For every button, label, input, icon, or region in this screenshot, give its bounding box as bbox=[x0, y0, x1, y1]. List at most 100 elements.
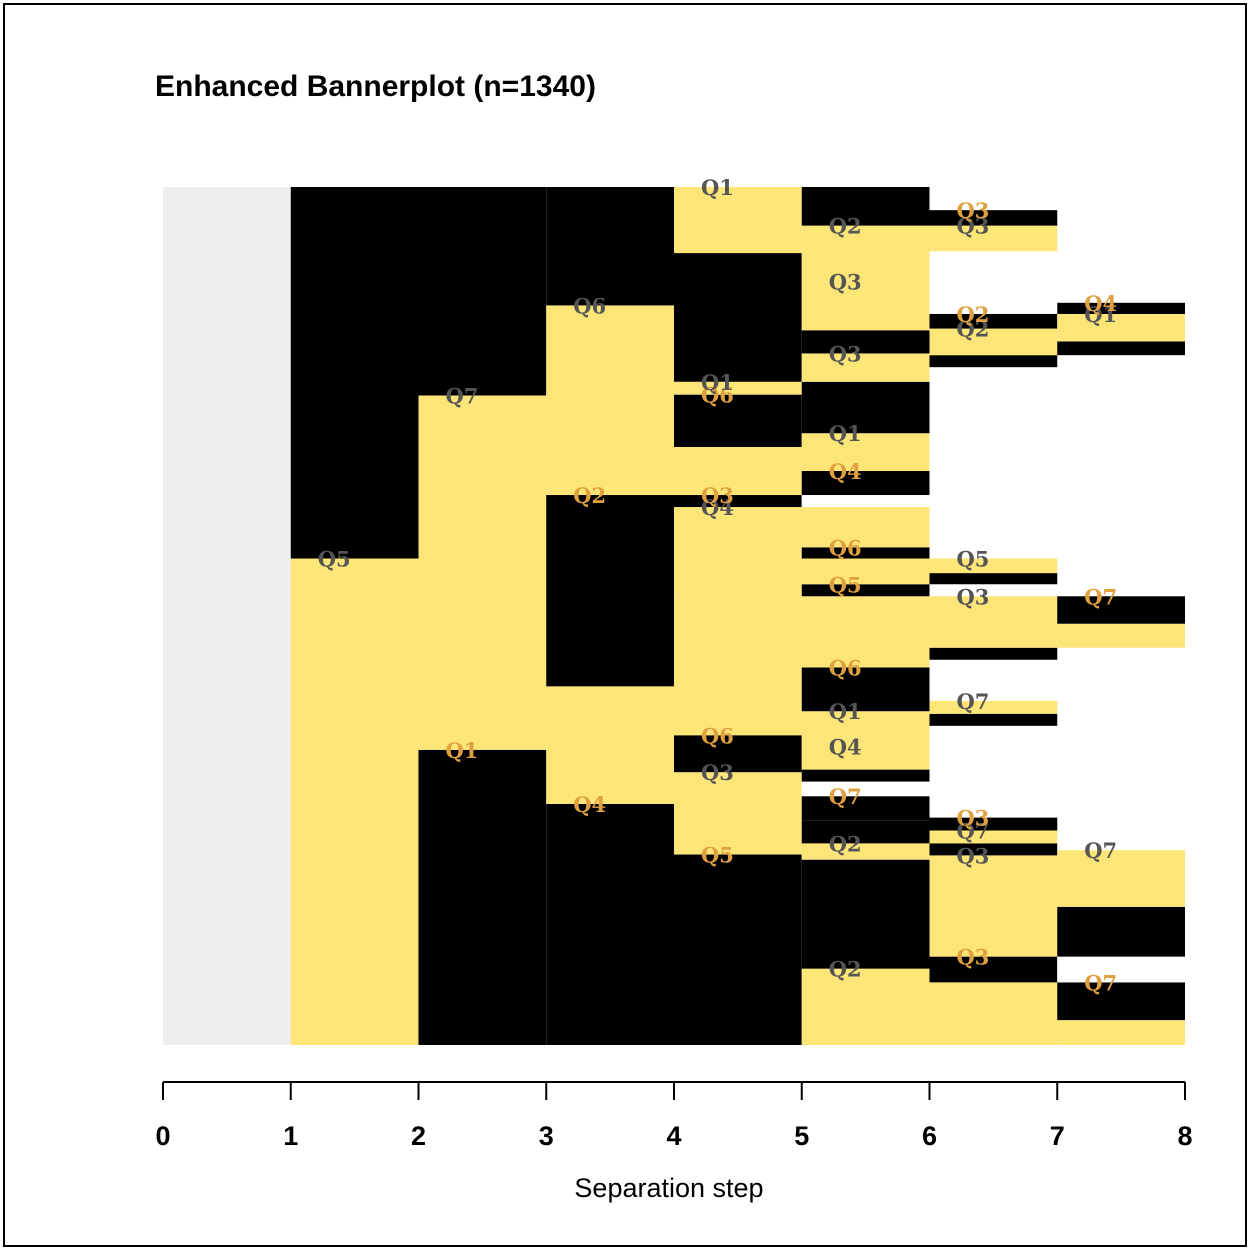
segment-label: Q2 bbox=[829, 214, 862, 239]
banner-segment bbox=[546, 305, 674, 496]
banner-segment bbox=[418, 749, 547, 1045]
segment-label: Q5 bbox=[318, 547, 351, 572]
segment-label: Q7 bbox=[1084, 970, 1117, 995]
x-tick-label: 7 bbox=[1050, 1121, 1065, 1151]
banner-segment bbox=[1057, 906, 1185, 957]
banner-segment bbox=[929, 210, 1058, 226]
banner-segment bbox=[674, 495, 802, 508]
banner-segment bbox=[674, 446, 802, 496]
segment-label: Q6 bbox=[701, 383, 734, 408]
segment-label: Q1 bbox=[829, 699, 862, 724]
banner-segment bbox=[801, 495, 930, 508]
banner-segment bbox=[801, 187, 930, 226]
banner-segment bbox=[929, 713, 1058, 726]
banner-segment bbox=[801, 781, 930, 797]
banner-segment bbox=[929, 596, 1058, 648]
segment-label: Q3 bbox=[701, 760, 734, 785]
banner-segment bbox=[929, 855, 1058, 957]
segment-labels: Q5Q1Q7Q4Q2Q6Q5Q3Q6Q4Q3Q6Q1Q1Q2Q2Q7Q4Q1Q6… bbox=[318, 175, 1117, 995]
segment-label: Q4 bbox=[573, 792, 606, 817]
segment-label: Q7 bbox=[1084, 838, 1117, 863]
segment-label: Q4 bbox=[701, 495, 734, 520]
banner-segment bbox=[674, 507, 802, 597]
banner-segment bbox=[929, 817, 1058, 831]
banner-segment bbox=[929, 573, 1058, 585]
banner-segment bbox=[1057, 596, 1185, 624]
banner-segment bbox=[801, 843, 930, 860]
banner-segment bbox=[674, 854, 802, 1045]
plot-frame: Enhanced Bannerplot (n=1340) Q5 Q1 Q7 Q4 Q2 Q… bbox=[3, 3, 1247, 1247]
segment-label: Q6 bbox=[829, 535, 862, 560]
segment-label: Q7 bbox=[956, 689, 989, 714]
banner-segment bbox=[929, 355, 1058, 368]
segment-label: Q7 bbox=[956, 819, 989, 844]
banner-segment bbox=[801, 281, 930, 331]
banner-segment bbox=[929, 700, 1058, 714]
banner-segment bbox=[801, 381, 930, 434]
banner-segment bbox=[418, 395, 547, 750]
banner-segment bbox=[801, 968, 930, 1045]
segment-label: Q3 bbox=[956, 806, 989, 831]
banner-segment bbox=[546, 686, 674, 804]
banner-segment bbox=[674, 381, 802, 395]
segment-label: Q7 bbox=[445, 383, 478, 408]
segment-label: Q2 bbox=[573, 483, 606, 508]
banner-segment bbox=[929, 328, 1058, 356]
banner-segment bbox=[674, 772, 802, 855]
x-tick-label: 2 bbox=[411, 1121, 426, 1151]
banner-segment bbox=[674, 596, 802, 736]
x-tick-label: 6 bbox=[922, 1121, 937, 1151]
x-tick-label: 8 bbox=[1177, 1121, 1192, 1151]
segment-label: Q4 bbox=[829, 734, 862, 759]
bannerplot-chart: Enhanced Bannerplot (n=1340) Q5 Q1 Q7 Q4 Q2 Q… bbox=[155, 70, 1193, 1203]
banner-segment bbox=[1057, 341, 1185, 356]
banner-segment bbox=[546, 495, 674, 687]
segment-label: Q2 bbox=[829, 957, 862, 982]
segment-label: Q4 bbox=[829, 459, 862, 484]
segment-label: Q1 bbox=[445, 738, 478, 763]
segment-label: Q3 bbox=[956, 843, 989, 868]
banner-segment bbox=[801, 433, 930, 471]
banner-segment bbox=[801, 558, 930, 585]
segment-label: Q3 bbox=[829, 269, 862, 294]
segment-label: Q2 bbox=[956, 317, 989, 342]
banner-segment bbox=[1057, 956, 1185, 983]
segment-label: Q3 bbox=[829, 341, 862, 366]
first-column-band bbox=[163, 187, 291, 1045]
segment-label: Q5 bbox=[701, 843, 734, 868]
banner-segment bbox=[674, 253, 802, 382]
segment-label: Q3 bbox=[956, 214, 989, 239]
segment-label: Q7 bbox=[1084, 584, 1117, 609]
banner-segment bbox=[674, 735, 802, 773]
banner-segment bbox=[801, 667, 930, 712]
segment-label: Q1 bbox=[701, 370, 734, 395]
banner-segment bbox=[546, 187, 674, 306]
x-tick-label: 5 bbox=[794, 1121, 809, 1151]
banner-segment bbox=[1057, 1020, 1185, 1045]
banner-segment bbox=[674, 394, 802, 447]
banner-segment bbox=[801, 711, 930, 747]
segment-label: Q2 bbox=[829, 831, 862, 856]
banner-segment bbox=[801, 596, 930, 668]
x-axis: 0 1 2 3 4 5 6 7 8 bbox=[155, 1081, 1193, 1151]
banner-segment bbox=[801, 796, 930, 821]
banner-segment bbox=[929, 647, 1058, 660]
banner-segment bbox=[290, 187, 419, 559]
segment-label: Q3 bbox=[956, 198, 989, 223]
segment-label: Q1 bbox=[1084, 302, 1117, 327]
segment-label: Q6 bbox=[829, 655, 862, 680]
banner-segment bbox=[929, 313, 1058, 329]
banner-segment bbox=[929, 558, 1058, 574]
segment-label: Q5 bbox=[956, 547, 989, 572]
banner-segment bbox=[801, 584, 930, 597]
banner-segment bbox=[801, 859, 930, 969]
banner-segment bbox=[546, 803, 674, 1045]
segment-label: Q6 bbox=[701, 723, 734, 748]
banner-segment bbox=[418, 187, 547, 396]
x-tick-label: 4 bbox=[666, 1121, 681, 1151]
segment-label: Q1 bbox=[701, 175, 734, 200]
chart-title: Enhanced Bannerplot (n=1340) bbox=[155, 70, 596, 103]
segment-label: Q1 bbox=[829, 421, 862, 446]
banner-segment bbox=[801, 470, 930, 496]
banner-segment bbox=[801, 353, 930, 382]
